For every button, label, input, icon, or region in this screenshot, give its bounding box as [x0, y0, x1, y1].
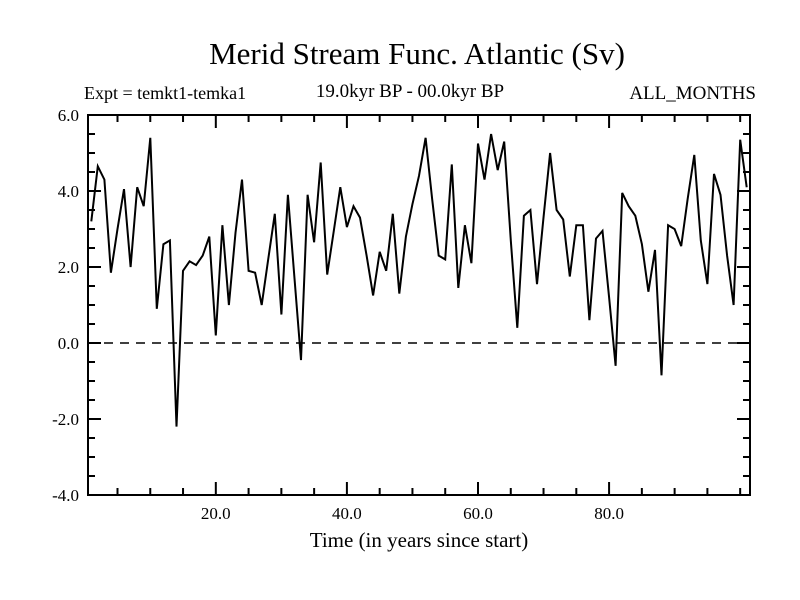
x-tick-label: 20.0 [201, 504, 231, 523]
data-series [88, 133, 750, 427]
period-label: 19.0kyr BP - 00.0kyr BP [316, 81, 504, 102]
y-tick-label: 0.0 [58, 334, 79, 353]
x-tick-label: 40.0 [332, 504, 362, 523]
axis-ticks [88, 114, 750, 496]
y-tick-label: 2.0 [58, 258, 79, 277]
plot-box [87, 114, 751, 496]
y-tick-label: -2.0 [52, 410, 79, 429]
axis-tick-labels: 20.0 40.0 60.0 80.0 -4.0 -2.0 0.0 2.0 4.0 6.0 [52, 106, 624, 523]
months-label: ALL_MONTHS [629, 83, 756, 104]
x-tick-label: 60.0 [463, 504, 493, 523]
x-axis-title: Time (in years since start) [310, 528, 529, 552]
y-tick-label: -4.0 [52, 486, 79, 505]
experiment-label: Expt = temkt1-temka1 [84, 83, 246, 103]
chart-title: Merid Stream Func. Atlantic (Sv) [209, 36, 625, 71]
y-tick-label: 4.0 [58, 182, 79, 201]
data-line [90, 133, 748, 427]
x-tick-label: 80.0 [594, 504, 624, 523]
y-tick-label: 6.0 [58, 106, 79, 125]
